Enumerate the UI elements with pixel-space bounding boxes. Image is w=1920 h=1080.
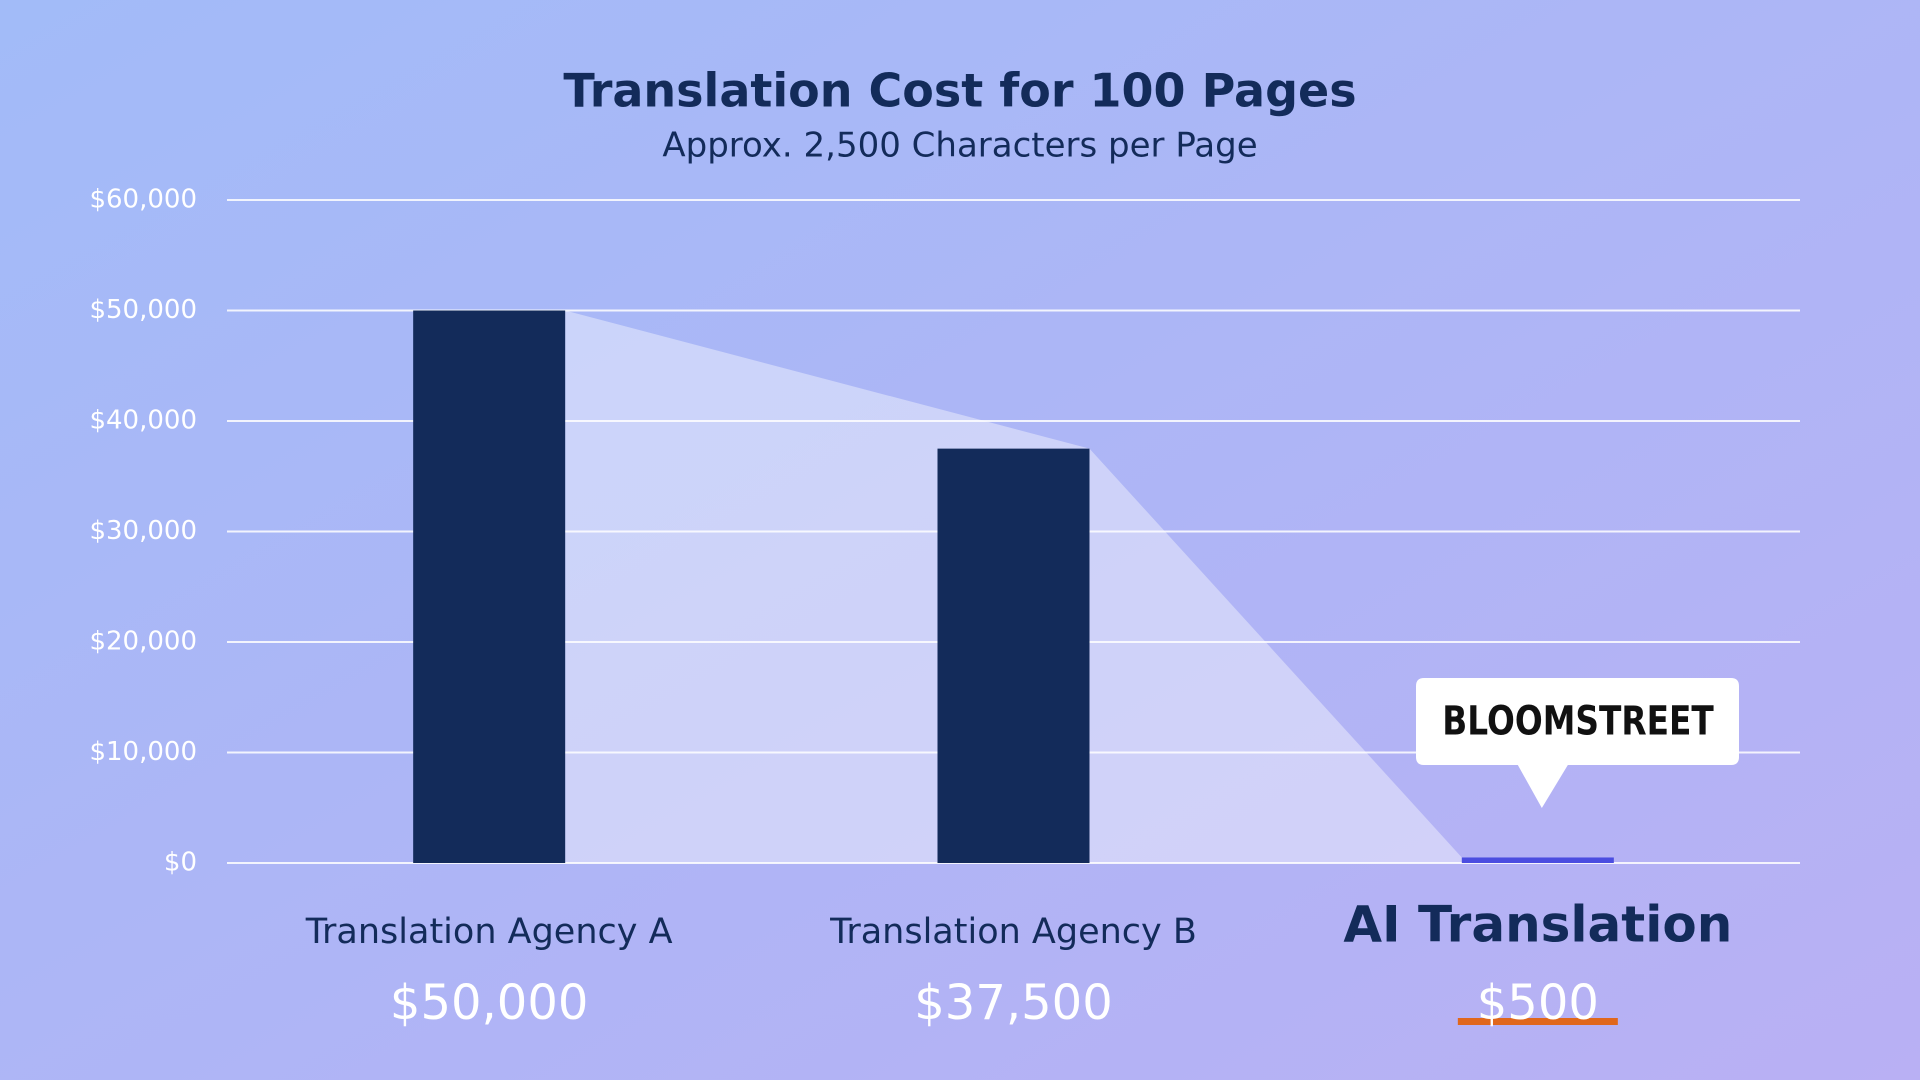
bar xyxy=(413,310,566,863)
chart-subtitle: Approx. 2,500 Characters per Page xyxy=(662,126,1257,166)
y-tick-label: $10,000 xyxy=(89,737,197,767)
y-tick-label: $20,000 xyxy=(89,627,197,657)
y-tick-label: $60,000 xyxy=(89,185,197,215)
bar xyxy=(937,448,1090,863)
value-label: $37,500 xyxy=(914,975,1113,1031)
x-tick-label: Translation Agency A xyxy=(305,912,673,952)
y-tick-label: $40,000 xyxy=(89,406,197,436)
value-label: $500 xyxy=(1477,975,1599,1031)
logo: BLOOMSTREET xyxy=(1442,697,1714,744)
value-label: $50,000 xyxy=(390,975,589,1031)
x-tick-label: Translation Agency B xyxy=(829,912,1197,952)
y-tick-label: $50,000 xyxy=(89,295,197,325)
chart-title: Translation Cost for 100 Pages xyxy=(563,64,1356,118)
y-tick-label: $30,000 xyxy=(89,516,197,546)
x-tick-label: AI Translation xyxy=(1343,896,1732,954)
highlight-underline xyxy=(1457,1018,1618,1025)
bar xyxy=(1461,857,1614,863)
y-tick-label: $0 xyxy=(164,848,197,878)
callout xyxy=(1416,678,1739,808)
